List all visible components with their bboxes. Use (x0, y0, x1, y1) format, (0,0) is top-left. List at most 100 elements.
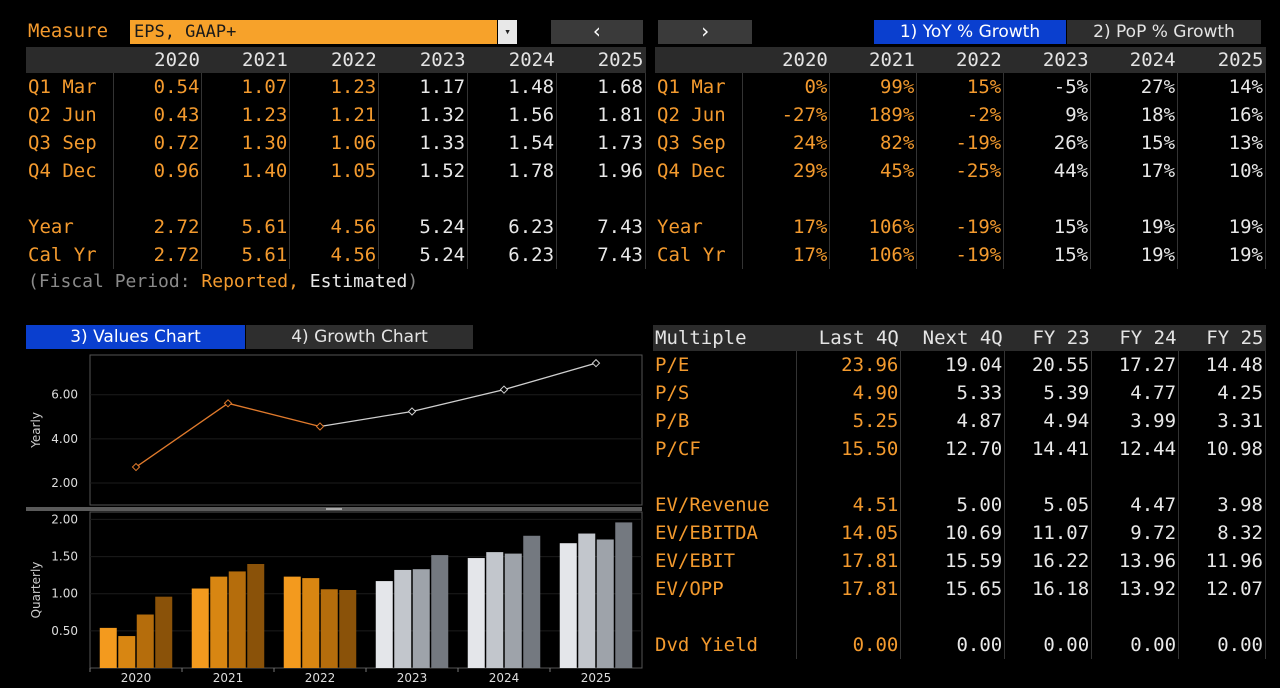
row-label: Q4 Dec (655, 157, 744, 185)
table-row: Q1 Mar 0% 99% 15% -5% 27% 14% (655, 73, 1266, 101)
table-cell (1003, 185, 1092, 213)
next-period-button[interactable]: › (658, 20, 752, 44)
chevron-down-icon[interactable]: ▾ (498, 20, 517, 44)
yearly-line-segment (135, 402, 229, 468)
table-cell: 17% (742, 241, 831, 269)
table-cell: 1.07 (201, 73, 291, 101)
table-cell: -5% (1003, 73, 1092, 101)
tab-yoy-growth[interactable]: 1) YoY % Growth (874, 20, 1066, 44)
table-cell: 0.00 (1004, 631, 1093, 659)
row-label: P/E (653, 351, 798, 379)
row-label: EV/EBITDA (653, 519, 798, 547)
table-cell: 0.96 (113, 157, 203, 185)
table-cell: 23.96 (796, 351, 902, 379)
table-cell (916, 185, 1005, 213)
table-cell: 5.61 (201, 213, 291, 241)
tab-growth-chart[interactable]: 4) Growth Chart (246, 325, 473, 349)
row-label: Year (26, 213, 115, 241)
spacer-row (653, 603, 1266, 631)
year-header: 2021 (829, 47, 917, 73)
table-cell: 16.22 (1004, 547, 1093, 575)
multiple-row: EV/EBIT 17.81 15.59 16.22 13.96 11.96 (653, 547, 1266, 575)
table-cell: 10% (1177, 157, 1266, 185)
quarterly-bar (228, 571, 246, 668)
row-label (655, 185, 744, 213)
table-cell: 1.48 (467, 73, 558, 101)
prev-period-button[interactable]: ‹ (551, 20, 643, 44)
row-label: Cal Yr (26, 241, 115, 269)
table-row: Q2 Jun 0.43 1.23 1.21 1.32 1.56 1.81 (26, 101, 646, 129)
table-row: Q1 Mar 0.54 1.07 1.23 1.17 1.48 1.68 (26, 73, 646, 101)
table-cell: 0.00 (796, 631, 902, 659)
yearly-line-segment (319, 410, 413, 428)
table-cell: 1.96 (556, 157, 646, 185)
row-label (26, 185, 115, 213)
table-cell: 1.56 (467, 101, 558, 129)
table-cell: 17.27 (1091, 351, 1180, 379)
table-cell (829, 185, 918, 213)
table-cell: 45% (829, 157, 918, 185)
table-cell: 16.18 (1004, 575, 1093, 603)
multiple-col-header: FY 23 (1004, 325, 1092, 351)
table-cell: 1.52 (378, 157, 469, 185)
table-cell (1090, 185, 1179, 213)
table-cell (556, 185, 646, 213)
table-cell: 13% (1177, 129, 1266, 157)
table-cell: -27% (742, 101, 831, 129)
table-cell: 1.40 (201, 157, 291, 185)
row-label: Q2 Jun (655, 101, 744, 129)
row-label: Q3 Sep (655, 129, 744, 157)
table-row: Q4 Dec 0.96 1.40 1.05 1.52 1.78 1.96 (26, 157, 646, 185)
table-cell: 1.06 (289, 129, 380, 157)
table-cell: 5.25 (796, 407, 902, 435)
multiple-col-header: Next 4Q (900, 325, 1005, 351)
year-header: 2025 (556, 47, 646, 73)
row-label: EV/Revenue (653, 491, 798, 519)
row-label: Q1 Mar (655, 73, 744, 101)
table-row: Q3 Sep 24% 82% -19% 26% 15% 13% (655, 129, 1266, 157)
measure-select[interactable]: EPS, GAAP+ (130, 20, 497, 44)
table-cell: 17% (742, 213, 831, 241)
multiple-row: P/CF 15.50 12.70 14.41 12.44 10.98 (653, 435, 1266, 463)
table-cell: 1.68 (556, 73, 646, 101)
quarterly-bar (559, 543, 577, 668)
quarterly-plot-frame (89, 511, 643, 669)
table-cell: 1.23 (289, 73, 380, 101)
fiscal-estimated: Estimated (298, 271, 408, 292)
yearly-data-point (131, 462, 141, 472)
row-label: Year (655, 213, 744, 241)
quarterly-bar (578, 533, 596, 668)
yearly-data-point (223, 399, 233, 408)
table-cell: 4.47 (1091, 491, 1180, 519)
quarterly-bar (136, 614, 154, 668)
values-chart: 2.00 4.00 6.00 Yearly 0.50 1.00 1.50 2.00 Quarte… (26, 354, 643, 685)
table-cell: 1.21 (289, 101, 380, 129)
table-cell: 0% (742, 73, 831, 101)
row-label: P/B (653, 407, 798, 435)
quarterly-bar (99, 627, 117, 668)
table-cell: 1.17 (378, 73, 469, 101)
quarterly-x-label: 2024 (489, 671, 520, 685)
fiscal-period-note: (Fiscal Period: Reported, Estimated) (28, 271, 418, 292)
tab-values-chart[interactable]: 3) Values Chart (26, 325, 245, 349)
row-label: Q3 Sep (26, 129, 115, 157)
table-cell: 5.39 (1004, 379, 1093, 407)
tab-pop-growth[interactable]: 2) PoP % Growth (1067, 20, 1261, 44)
table-cell: 5.61 (201, 241, 291, 269)
table-cell: 6.23 (467, 213, 558, 241)
table-cell: 12.07 (1178, 575, 1266, 603)
table-cell: 18% (1090, 101, 1179, 129)
table-cell: 4.56 (289, 213, 380, 241)
multiple-row: P/B 5.25 4.87 4.94 3.99 3.31 (653, 407, 1266, 435)
spacer-row (655, 185, 1266, 213)
multiple-row: P/S 4.90 5.33 5.39 4.77 4.25 (653, 379, 1266, 407)
table-cell: 1.81 (556, 101, 646, 129)
table-cell: 17% (1090, 157, 1179, 185)
table-cell: 2.72 (113, 213, 203, 241)
corner-cell (655, 47, 743, 73)
table-cell: 1.05 (289, 157, 380, 185)
spacer-row (653, 463, 1266, 491)
table-cell (1178, 463, 1266, 491)
quarterly-bar (302, 578, 320, 668)
multiple-row: EV/OPP 17.81 15.65 16.18 13.92 12.07 (653, 575, 1266, 603)
